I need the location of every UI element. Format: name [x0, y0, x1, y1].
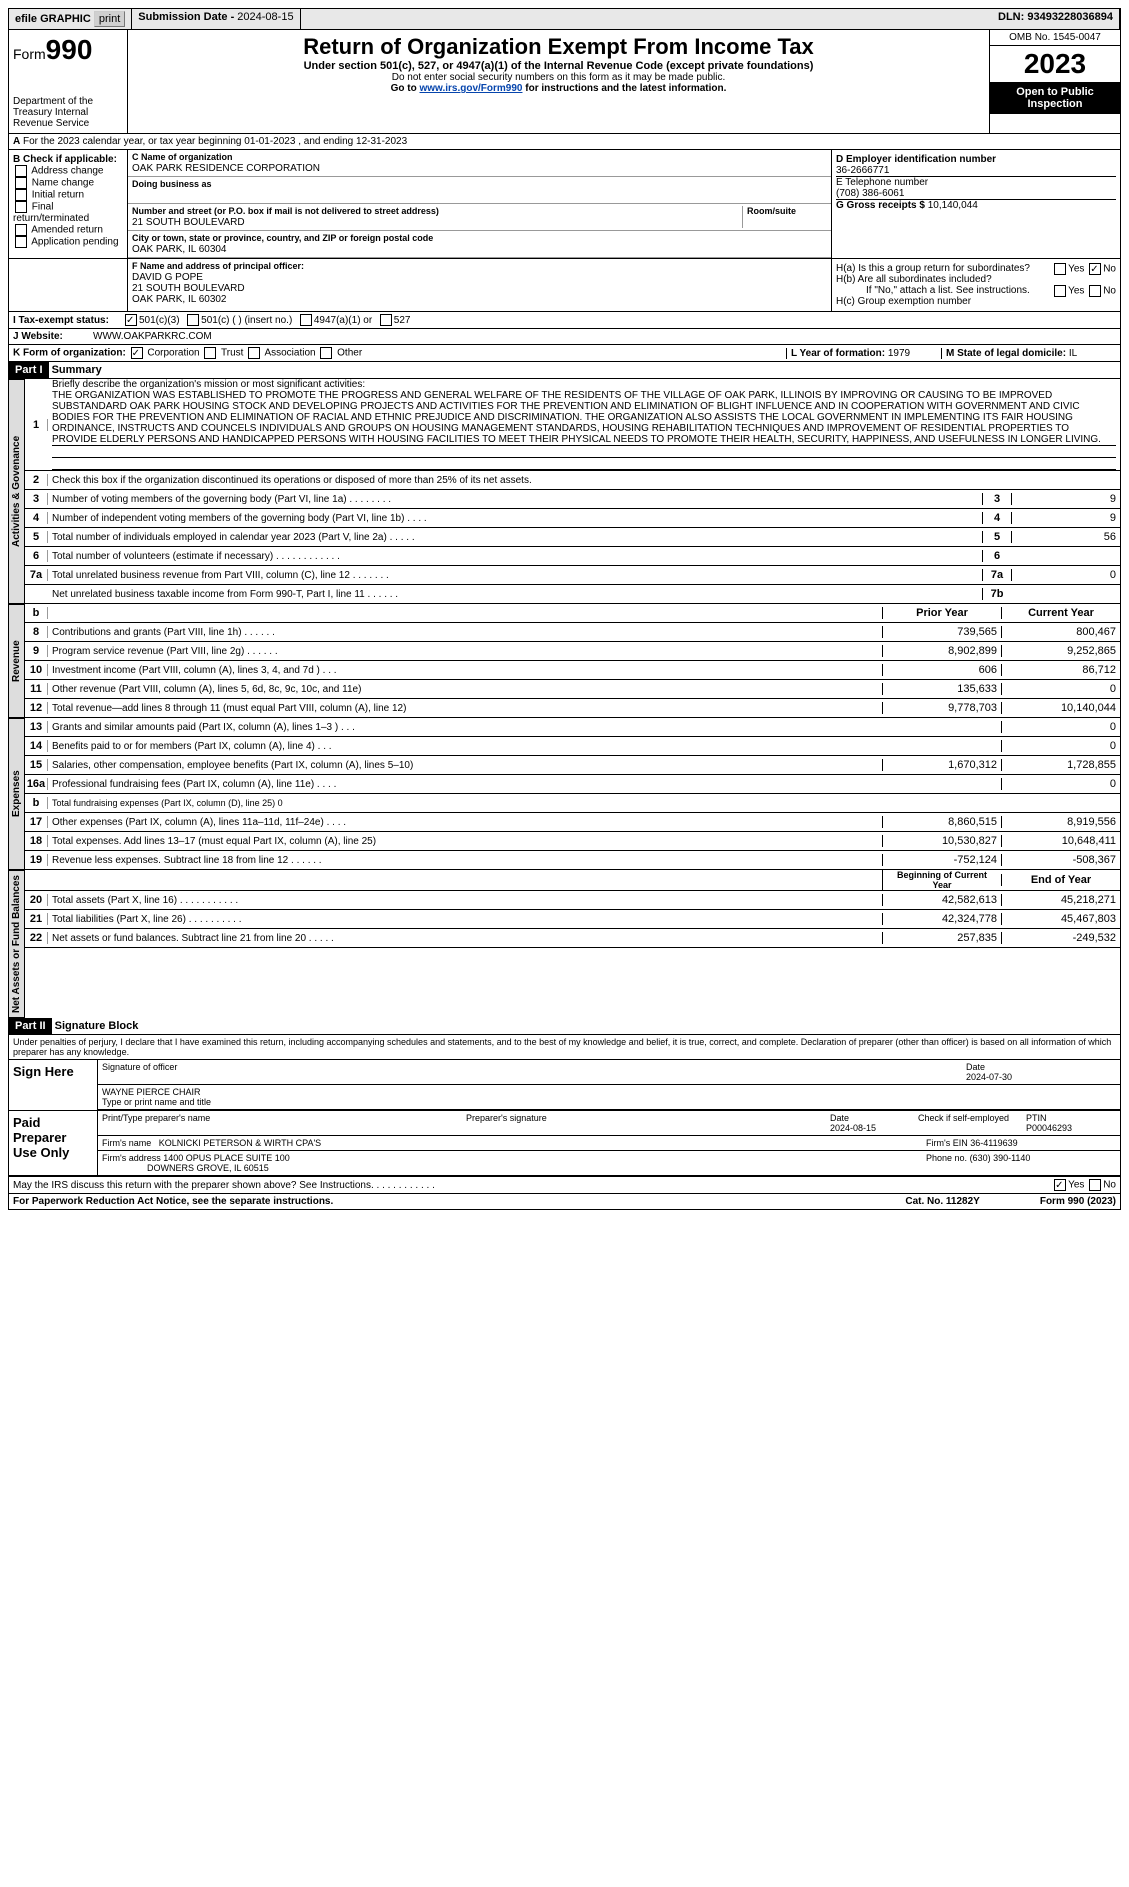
open-public-badge: Open to Public Inspection	[990, 82, 1120, 114]
dln-value: 93493228036894	[1027, 11, 1113, 23]
form-title: Return of Organization Exempt From Incom…	[132, 34, 985, 60]
checkbox-initial-return[interactable]: Initial return	[13, 189, 123, 201]
klm-row: K Form of organization: Corporation Trus…	[8, 345, 1121, 362]
expenses-tab: Expenses	[8, 718, 25, 870]
section-fh: F Name and address of principal officer:…	[8, 259, 1121, 312]
header-block: Form990 Department of the Treasury Inter…	[8, 30, 1121, 134]
checkbox-application-pending[interactable]: Application pending	[13, 236, 123, 248]
dept-label: Department of the Treasury Internal Reve…	[13, 96, 123, 129]
subtitle-2: Do not enter social security numbers on …	[132, 72, 985, 83]
sign-date: 2024-07-30	[966, 1072, 1012, 1082]
ein: 36-2666771	[836, 165, 889, 176]
501c3-checkbox[interactable]	[125, 314, 137, 326]
perjury-declaration: Under penalties of perjury, I declare th…	[8, 1035, 1121, 1060]
part2-header: Part II	[9, 1018, 52, 1034]
top-bar: efile GRAPHIC print Submission Date - 20…	[8, 8, 1121, 30]
city-state-zip: OAK PARK, IL 60304	[132, 244, 227, 255]
period-row: A For the 2023 calendar year, or tax yea…	[8, 134, 1121, 150]
firm-name: KOLNICKI PETERSON & WIRTH CPA'S	[159, 1138, 321, 1148]
subtitle-1: Under section 501(c), 527, or 4947(a)(1)…	[132, 60, 985, 72]
tax-exempt-row: I Tax-exempt status: 501(c)(3) 501(c) ( …	[8, 312, 1121, 329]
section-bcdefg: B Check if applicable: Address change Na…	[8, 150, 1121, 259]
omb-number: OMB No. 1545-0047	[990, 30, 1120, 46]
website-row: J Website: WWW.OAKPARKRC.COM	[8, 329, 1121, 345]
tax-year: 2023	[990, 46, 1120, 82]
activities-governance-tab: Activities & Govenance	[8, 379, 25, 604]
part1-header: Part I	[9, 362, 49, 378]
corporation-checkbox[interactable]	[131, 347, 143, 359]
checkbox-final-return/terminated[interactable]: Final return/terminated	[13, 201, 123, 224]
street-address: 21 SOUTH BOULEVARD	[132, 217, 245, 228]
firm-ein: 36-4119639	[970, 1138, 1017, 1148]
checkbox-amended-return[interactable]: Amended return	[13, 224, 123, 236]
officer-line1: DAVID G POPE	[132, 272, 203, 283]
submission-date-label: Submission Date -	[138, 11, 237, 23]
gross-receipts: 10,140,044	[928, 200, 978, 211]
discuss-row: May the IRS discuss this return with the…	[8, 1177, 1121, 1194]
telephone: (708) 386-6061	[836, 188, 904, 199]
irs-link[interactable]: www.irs.gov/Form990	[419, 83, 522, 94]
discuss-yes[interactable]	[1054, 1179, 1066, 1191]
form-label: Form	[13, 46, 46, 62]
efile-label: efile GRAPHIC	[15, 13, 91, 25]
mission-text: THE ORGANIZATION WAS ESTABLISHED TO PROM…	[52, 390, 1101, 445]
dln-label: DLN:	[998, 11, 1027, 23]
officer-line2: 21 SOUTH BOULEVARD	[132, 283, 245, 294]
officer-line3: OAK PARK, IL 60302	[132, 294, 227, 305]
revenue-tab: Revenue	[8, 604, 25, 718]
submission-date: 2024-08-15	[237, 11, 293, 23]
group-return-no[interactable]	[1089, 263, 1101, 275]
print-button[interactable]: print	[94, 11, 125, 27]
ptin: P00046293	[1026, 1123, 1072, 1133]
footer: For Paperwork Reduction Act Notice, see …	[8, 1194, 1121, 1210]
firm-phone: (630) 390-1140	[970, 1153, 1031, 1163]
netassets-tab: Net Assets or Fund Balances	[8, 870, 25, 1018]
checkbox-address-change[interactable]: Address change	[13, 165, 123, 177]
website-value: WWW.OAKPARKRC.COM	[93, 331, 212, 342]
checkbox-name-change[interactable]: Name change	[13, 177, 123, 189]
officer-signature-name: WAYNE PIERCE CHAIR	[102, 1087, 201, 1097]
org-name: OAK PARK RESIDENCE CORPORATION	[132, 163, 320, 174]
signature-block: Sign Here Signature of officerDate2024-0…	[8, 1060, 1121, 1177]
form-number: 990	[46, 34, 93, 65]
